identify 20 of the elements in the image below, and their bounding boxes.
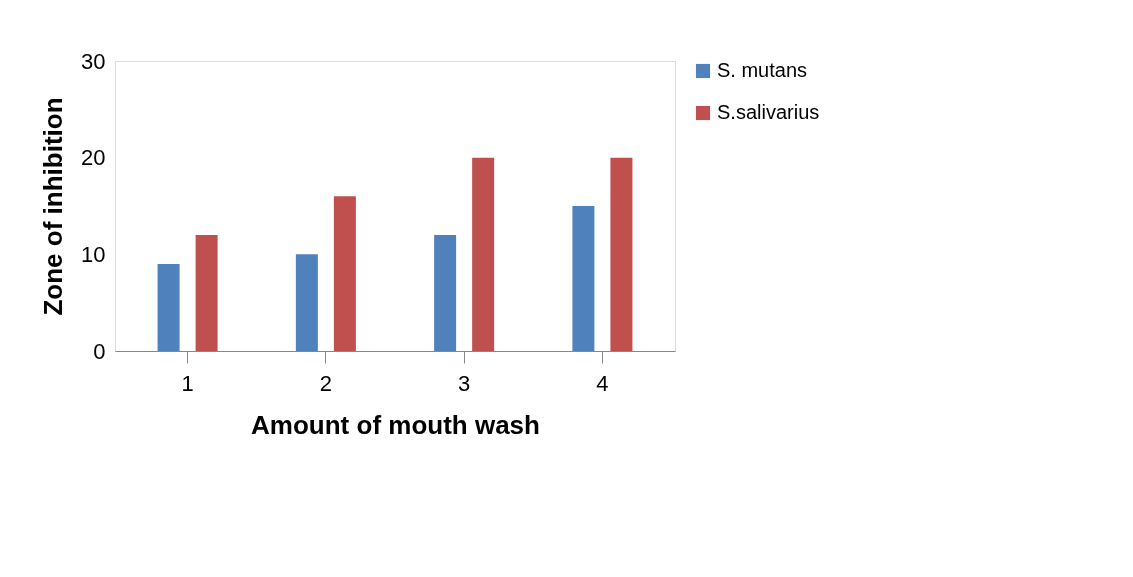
y-tick-label: 30 [81,48,106,74]
x-tick-label: 3 [458,370,471,396]
bar [610,157,633,351]
x-tick-label: 2 [319,370,332,396]
bar [472,157,495,351]
legend-label: S.salivarius [717,101,820,123]
y-axis-title: Zone of inhibition [38,97,69,316]
y-tick-label: 20 [81,145,106,171]
y-tick-label: 0 [93,338,106,364]
bar [572,206,595,351]
bar [195,235,218,351]
bar [157,264,180,351]
bar [434,235,457,351]
bar [333,196,356,351]
x-tick-label: 4 [596,370,609,396]
y-tick-label: 10 [81,241,106,267]
legend-label: S. mutans [717,59,808,81]
x-tick-label: 1 [181,370,194,396]
x-axis-title: Amount of mouth wash [251,409,540,440]
bar [295,254,318,351]
